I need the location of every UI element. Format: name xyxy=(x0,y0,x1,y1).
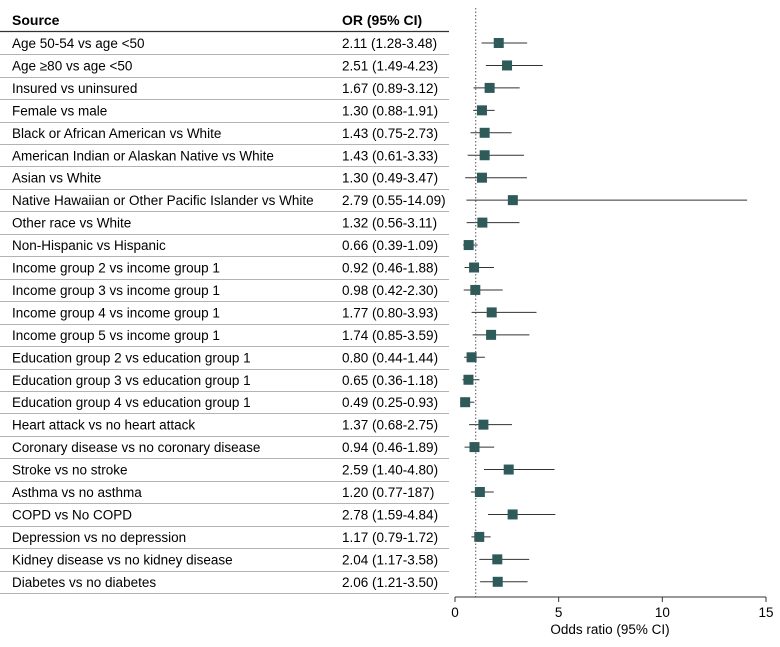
or-marker xyxy=(474,487,485,497)
row-label: Income group 3 vs income group 1 xyxy=(12,283,220,298)
row-or-ci: 1.43 (0.75-2.73) xyxy=(342,126,438,141)
row-label: Kidney disease vs no kidney disease xyxy=(12,552,233,567)
row-or-ci: 1.17 (0.79-1.72) xyxy=(342,530,438,545)
row-label: Age 50-54 vs age <50 xyxy=(12,36,144,51)
row-label: Age ≥80 vs age <50 xyxy=(12,58,132,73)
row-label: Education group 2 vs education group 1 xyxy=(12,350,251,365)
row-label: Asian vs White xyxy=(12,171,101,186)
row-label: Education group 4 vs education group 1 xyxy=(12,395,251,410)
row-or-ci: 1.67 (0.89-3.12) xyxy=(342,81,438,96)
row-label: Income group 4 vs income group 1 xyxy=(12,305,220,320)
or-marker xyxy=(492,576,503,587)
row-or-ci: 2.78 (1.59-4.84) xyxy=(342,507,438,522)
rows-layer: Age 50-54 vs age <50 2.11 (1.28-3.48) Age … xyxy=(0,30,449,594)
row-or-ci: 0.98 (0.42-2.30) xyxy=(342,283,438,298)
x-axis: 0 5 10 15 xyxy=(451,596,774,620)
or-marker xyxy=(486,329,497,340)
or-marker xyxy=(477,217,488,228)
or-marker xyxy=(486,307,497,318)
source-column-header: Source xyxy=(12,12,60,28)
row-or-ci: 1.43 (0.61-3.33) xyxy=(342,148,438,163)
or-marker xyxy=(474,531,485,542)
or-marker xyxy=(470,284,481,295)
or-marker xyxy=(478,419,489,430)
or-marker xyxy=(493,38,504,48)
row-or-ci: 0.65 (0.36-1.18) xyxy=(342,373,438,388)
row-or-ci: 1.74 (0.85-3.59) xyxy=(342,328,438,343)
or-marker xyxy=(460,397,471,408)
or-marker xyxy=(479,150,490,161)
x-tick-label: 10 xyxy=(655,605,670,620)
or-marker xyxy=(507,195,518,206)
row-or-ci: 2.79 (0.55-14.09) xyxy=(342,193,446,208)
row-or-ci: 0.49 (0.25-0.93) xyxy=(342,395,438,410)
row-label: Native Hawaiian or Other Pacific Islande… xyxy=(12,193,314,208)
x-tick-label: 15 xyxy=(758,605,773,620)
row-label: Diabetes vs no diabetes xyxy=(12,575,156,590)
row-or-ci: 0.80 (0.44-1.44) xyxy=(342,350,438,365)
row-or-ci: 2.59 (1.40-4.80) xyxy=(342,463,438,478)
row-or-ci: 2.04 (1.17-3.58) xyxy=(342,552,438,567)
row-label: Stroke vs no stroke xyxy=(12,463,128,478)
plot-layer xyxy=(460,8,748,597)
row-or-ci: 1.77 (0.80-3.93) xyxy=(342,305,438,320)
or-marker xyxy=(503,464,514,475)
row-or-ci: 2.51 (1.49-4.23) xyxy=(342,58,438,73)
row-or-ci: 1.30 (0.88-1.91) xyxy=(342,103,438,118)
or-marker xyxy=(469,262,480,273)
row-or-ci: 1.30 (0.49-3.47) xyxy=(342,171,438,186)
row-label: COPD vs No COPD xyxy=(12,507,132,522)
row-label: Female vs male xyxy=(12,103,107,118)
row-or-ci: 1.20 (0.77-187) xyxy=(342,485,434,500)
x-tick-label: 0 xyxy=(451,605,459,620)
row-label: American Indian or Alaskan Native vs Whi… xyxy=(12,148,274,163)
row-or-ci: 0.66 (0.39-1.09) xyxy=(342,238,438,253)
row-or-ci: 2.11 (1.28-3.48) xyxy=(342,36,437,51)
x-tick-label: 5 xyxy=(555,605,563,620)
row-label: Coronary disease vs no coronary disease xyxy=(12,440,260,455)
row-or-ci: 2.06 (1.21-3.50) xyxy=(342,575,438,590)
row-or-ci: 0.92 (0.46-1.88) xyxy=(342,261,438,276)
or-marker xyxy=(476,172,487,183)
or-marker xyxy=(463,374,474,385)
or-marker xyxy=(492,554,503,565)
x-axis-label: Odds ratio (95% CI) xyxy=(550,622,669,637)
row-label: Asthma vs no asthma xyxy=(12,485,142,500)
or-marker xyxy=(469,442,480,453)
row-label: Education group 3 vs education group 1 xyxy=(12,373,251,388)
row-label: Income group 5 vs income group 1 xyxy=(12,328,220,343)
row-label: Income group 2 vs income group 1 xyxy=(12,261,220,276)
row-label: Non-Hispanic vs Hispanic xyxy=(12,238,166,253)
or-marker xyxy=(466,352,477,363)
row-label: Depression vs no depression xyxy=(12,530,186,545)
or-marker xyxy=(507,509,518,520)
row-label: Black or African American vs White xyxy=(12,126,221,141)
or-marker xyxy=(502,60,513,71)
row-or-ci: 1.37 (0.68-2.75) xyxy=(342,418,438,433)
or-marker xyxy=(484,82,495,93)
or-ci-column-header: OR (95% CI) xyxy=(342,12,422,28)
row-or-ci: 1.32 (0.56-3.11) xyxy=(342,216,437,231)
row-label: Insured vs uninsured xyxy=(12,81,137,96)
row-label: Other race vs White xyxy=(12,216,131,231)
or-marker xyxy=(479,127,490,138)
row-or-ci: 0.94 (0.46-1.89) xyxy=(342,440,438,455)
row-label: Heart attack vs no heart attack xyxy=(12,418,195,433)
or-marker xyxy=(463,240,474,251)
or-marker xyxy=(476,105,487,116)
